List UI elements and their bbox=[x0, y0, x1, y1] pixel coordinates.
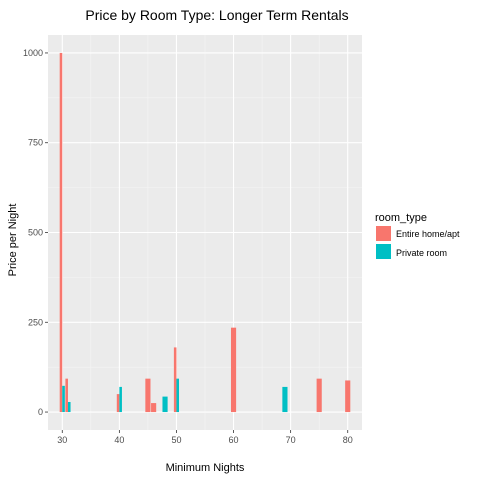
y-tick-label: 750 bbox=[28, 138, 43, 148]
chart-title: Price by Room Type: Longer Term Rentals bbox=[85, 7, 348, 23]
bar-private-room-48 bbox=[162, 396, 168, 413]
bar-private-room-69 bbox=[282, 386, 288, 413]
y-tick-label: 1000 bbox=[23, 48, 43, 58]
y-tick-label: 250 bbox=[28, 317, 43, 327]
bar-private-room-50 bbox=[176, 378, 180, 413]
grid-major bbox=[48, 35, 362, 430]
x-tick-label: 40 bbox=[114, 435, 124, 445]
bar-entire-home-apt-30 bbox=[59, 52, 63, 413]
legend: room_type Entire home/apt Private room bbox=[375, 212, 460, 259]
bar-entire-home-apt-50 bbox=[173, 347, 177, 413]
y-axis-title: Price per Night bbox=[7, 204, 19, 277]
y-axis-ticks: 0 250 500 750 1000 bbox=[23, 48, 48, 417]
bar-entire-home-apt-45 bbox=[145, 378, 151, 413]
bar-entire-home-apt-75 bbox=[316, 378, 322, 413]
legend-label-entire-home: Entire home/apt bbox=[396, 229, 460, 239]
bar-entire-home-apt-80 bbox=[345, 380, 351, 413]
x-tick-label: 80 bbox=[343, 435, 353, 445]
bar-private-room-30 bbox=[62, 385, 65, 413]
bar-private-room-31 bbox=[67, 401, 71, 413]
x-tick-label: 60 bbox=[229, 435, 239, 445]
legend-label-private-room: Private room bbox=[396, 248, 447, 258]
bar-entire-home-apt-60 bbox=[230, 327, 237, 413]
bars bbox=[59, 52, 351, 413]
legend-key-entire-home bbox=[376, 226, 391, 241]
y-tick-label: 0 bbox=[38, 407, 43, 417]
bar-entire-home-apt-40 bbox=[116, 394, 120, 413]
x-tick-label: 30 bbox=[57, 435, 67, 445]
bar-entire-home-apt-31 bbox=[65, 378, 68, 413]
x-axis-title: Minimum Nights bbox=[166, 462, 245, 474]
legend-title: room_type bbox=[375, 212, 427, 224]
x-tick-label: 70 bbox=[286, 435, 296, 445]
x-axis-ticks: 30 40 50 60 70 80 bbox=[57, 430, 353, 445]
bar-private-room-40 bbox=[119, 386, 122, 413]
bar-entire-home-apt-46 bbox=[151, 403, 157, 413]
legend-key-private-room bbox=[376, 244, 391, 259]
x-tick-label: 50 bbox=[171, 435, 181, 445]
y-tick-label: 500 bbox=[28, 228, 43, 238]
